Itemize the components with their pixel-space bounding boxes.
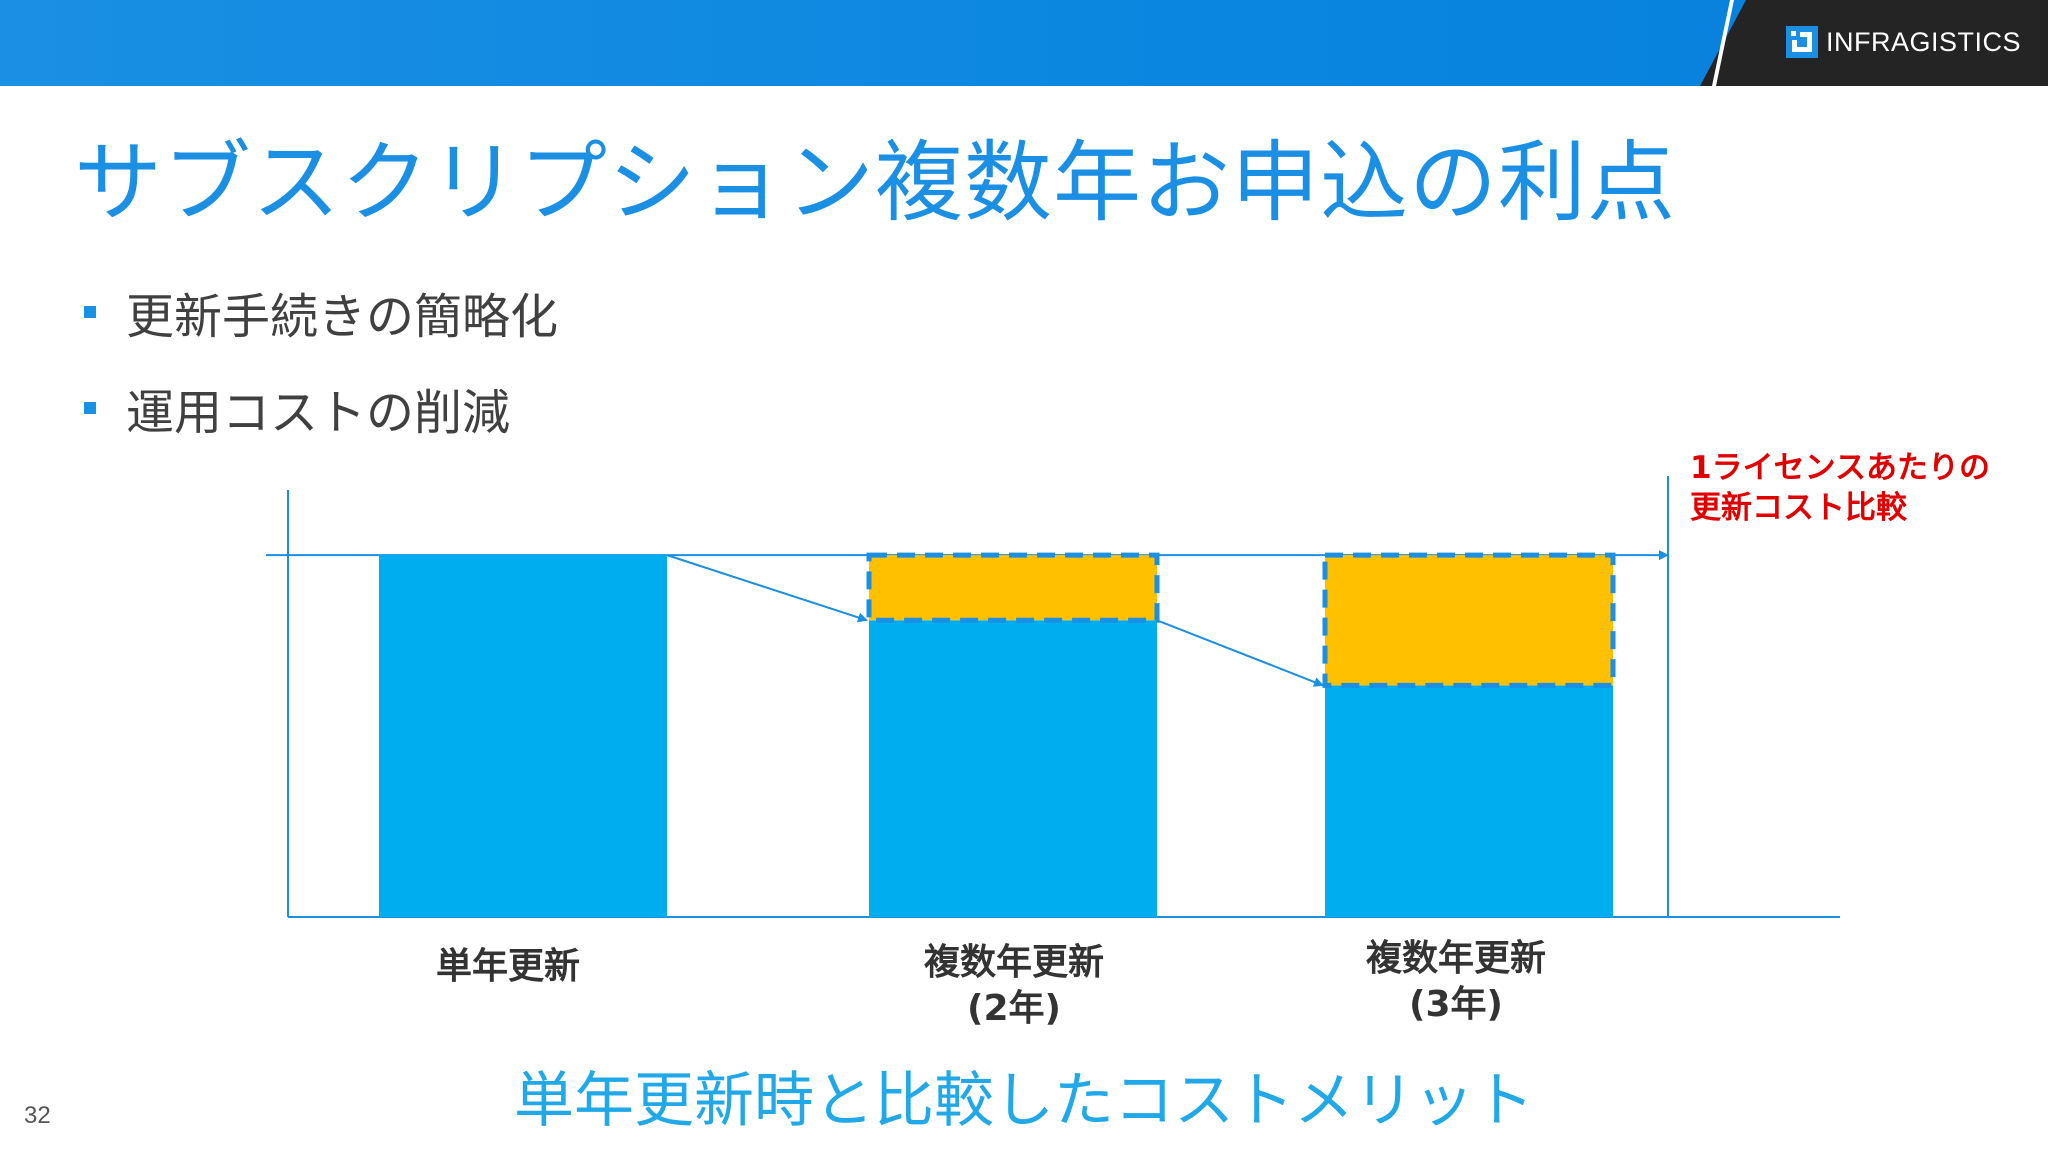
bullet-text: 運用コストの削減 (126, 385, 511, 441)
bar-savings-dashed (866, 552, 1160, 623)
category-label-line: 単年更新 (435, 946, 580, 987)
header-bar (0, 0, 2048, 86)
bar-savings-dashed (1322, 552, 1616, 688)
bullet-marker (84, 306, 96, 318)
trend-arrow (1156, 619, 1324, 687)
bar-base-cost (1325, 685, 1613, 917)
category-label: 複数年更新 (2年) (864, 940, 1164, 1032)
bullet-text: 更新手続きの簡略化 (126, 289, 559, 345)
trend-arrow (666, 554, 868, 623)
category-label-line: (3年) (1409, 984, 1503, 1025)
brand-logo: INFRAGISTICS (1786, 24, 2021, 60)
brand-panel (1700, 0, 2048, 86)
bullet-marker (84, 402, 96, 414)
category-label-line: 複数年更新 (923, 942, 1104, 983)
infragistics-logo-icon (1786, 26, 1818, 58)
bar-base-cost (379, 555, 667, 917)
category-label-line: (2年) (967, 988, 1061, 1029)
chart-annotation-line: 1ライセンスあたりの (1690, 450, 1990, 486)
bar-base-cost (869, 620, 1157, 917)
page-title: サブスクリプション複数年お申込の利点 (74, 131, 1677, 234)
category-label: 複数年更新 (3年) (1306, 936, 1606, 1028)
bullet-item: 更新手続きの簡略化 (84, 282, 558, 345)
brand-name: INFRAGISTICS (1826, 26, 2022, 57)
category-label: 単年更新 (358, 944, 658, 990)
chart-annotation-line: 更新コスト比較 (1690, 490, 1907, 526)
bullet-list: 更新手続きの簡略化 運用コストの削減 (84, 282, 558, 474)
chart-caption: 単年更新時と比較したコストメリット (514, 1066, 1534, 1136)
page-number: 32 (24, 1102, 51, 1129)
category-label-line: 複数年更新 (1365, 938, 1546, 979)
bullet-item: 運用コストの削減 (84, 378, 558, 441)
chart-annotation: 1ライセンスあたりの 更新コスト比較 (1690, 448, 1990, 528)
